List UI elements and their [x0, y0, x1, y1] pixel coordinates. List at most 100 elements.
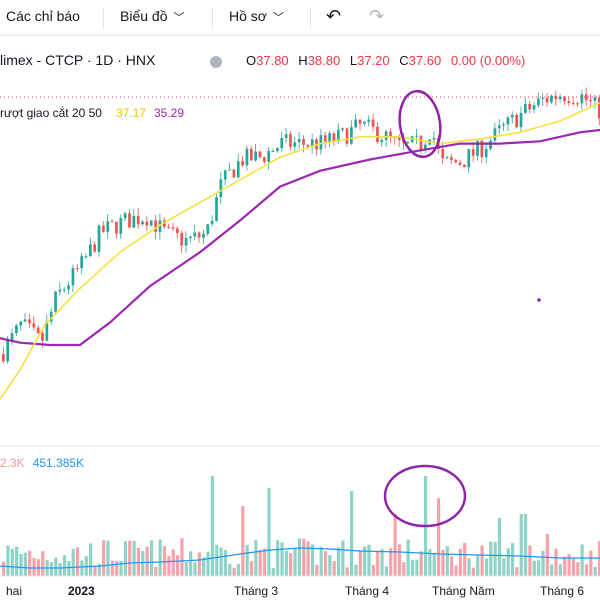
volume-bar — [584, 564, 589, 576]
candle-body — [123, 213, 127, 219]
candle-body — [41, 332, 44, 341]
candle-body — [423, 144, 427, 150]
candle-body — [284, 134, 288, 138]
candle-body — [236, 161, 240, 178]
candle-body — [576, 103, 579, 105]
volume-bar — [180, 538, 184, 576]
volume-bar — [589, 550, 593, 576]
candle-body — [280, 137, 284, 149]
volume-bar — [15, 546, 19, 576]
candle-body — [80, 256, 83, 269]
undo-icon[interactable]: ↶ — [326, 6, 342, 26]
candle-body — [102, 225, 105, 232]
volume-bar — [323, 551, 328, 576]
candle-body — [167, 226, 170, 228]
chevron-down-icon: ﹀ — [173, 12, 185, 24]
redo-icon[interactable]: ↷ — [369, 6, 385, 26]
candle-body — [189, 236, 192, 239]
candle-body — [467, 149, 471, 168]
x-label-thang-6: Tháng 6 — [540, 584, 584, 598]
candle-body — [271, 151, 275, 153]
low-value: 37.20 — [357, 53, 390, 68]
volume-bar — [32, 557, 36, 576]
candle-body — [350, 127, 353, 144]
volume-bar — [271, 567, 275, 576]
candle-body — [345, 128, 349, 144]
volume-bar — [567, 554, 571, 576]
volume-bar — [297, 538, 301, 576]
candle-body — [67, 285, 70, 290]
close-key: C — [399, 53, 409, 68]
candle-body — [93, 244, 97, 252]
volume-bar — [254, 540, 258, 576]
candle-body — [328, 133, 331, 142]
volume-bar — [345, 567, 349, 576]
candle-body — [223, 170, 227, 180]
symbol-title[interactable]: limex - CTCP · 1D · HNX — [0, 52, 156, 68]
candle-body — [249, 148, 253, 161]
candle-body — [519, 112, 523, 128]
candle-body — [28, 319, 31, 324]
volume-bar — [493, 541, 497, 576]
visibility-icon[interactable] — [210, 56, 222, 68]
profile-menu-label: Hồ sơ — [229, 8, 267, 24]
candle-body — [571, 103, 575, 105]
profile-menu-button[interactable]: Hồ sơ ﹀ — [229, 8, 284, 25]
volume-bar — [280, 542, 284, 576]
candle-body — [97, 225, 101, 252]
candle-body — [184, 238, 188, 246]
candle-body — [363, 121, 366, 124]
candle-body — [336, 129, 340, 142]
volume-bar — [363, 546, 367, 576]
volume-bar — [10, 548, 14, 576]
candle-body — [454, 159, 458, 163]
candle-body — [254, 151, 257, 161]
volume-bar — [102, 540, 106, 576]
candle-body — [310, 139, 314, 147]
candle-body — [210, 220, 214, 225]
volume-bar — [210, 476, 214, 576]
candle-body — [306, 144, 310, 147]
candle-body — [141, 221, 144, 225]
candle-body — [567, 101, 571, 104]
chart-menu-button[interactable]: Biểu đồ ﹀ — [120, 8, 184, 25]
candle-body — [384, 131, 388, 140]
ma50-line — [0, 128, 600, 347]
volume-bar — [141, 551, 145, 576]
volume-bar — [306, 541, 310, 576]
volume-bar — [328, 554, 332, 576]
volume-bar — [62, 555, 67, 576]
volume-bar — [276, 540, 280, 576]
volume-bar — [550, 564, 554, 576]
indicators-button[interactable]: Các chỉ báo — [6, 8, 80, 24]
toolbar-divider — [212, 8, 213, 28]
candle-body — [371, 119, 375, 127]
open-key: O — [246, 53, 257, 68]
ma20-line — [0, 102, 600, 400]
volume-bar — [41, 551, 45, 576]
candle-body — [389, 131, 392, 137]
volume-bar — [263, 548, 267, 576]
volume-bar — [510, 543, 515, 576]
candle-body — [541, 97, 545, 99]
volume-ma-value: 451.385K — [32, 456, 85, 470]
volume-bar — [106, 540, 110, 576]
ohlc-values: O37.80 H38.80 L37.20 C37.60 0.00 (0.00%) — [246, 53, 531, 68]
volume-bar — [367, 544, 371, 576]
candle-body — [162, 220, 166, 227]
x-label-thang-nam: Tháng Năm — [432, 584, 495, 598]
chevron-down-icon: ﹀ — [272, 12, 284, 24]
candle-body — [215, 197, 218, 221]
ma-legend[interactable]: rượt giao cắt 20 50 37.17 35.29 — [0, 106, 184, 120]
volume-bar — [19, 553, 23, 576]
candle-body — [158, 220, 162, 232]
candle-body — [524, 104, 527, 113]
open-value: 37.80 — [256, 53, 289, 68]
volume-bar — [145, 546, 149, 576]
volume-legend[interactable]: 2.3K 451.385K — [0, 456, 84, 470]
candle-body — [232, 169, 236, 178]
volume-bar — [49, 562, 54, 576]
volume-bar — [193, 562, 197, 576]
volume-bar — [167, 555, 171, 576]
